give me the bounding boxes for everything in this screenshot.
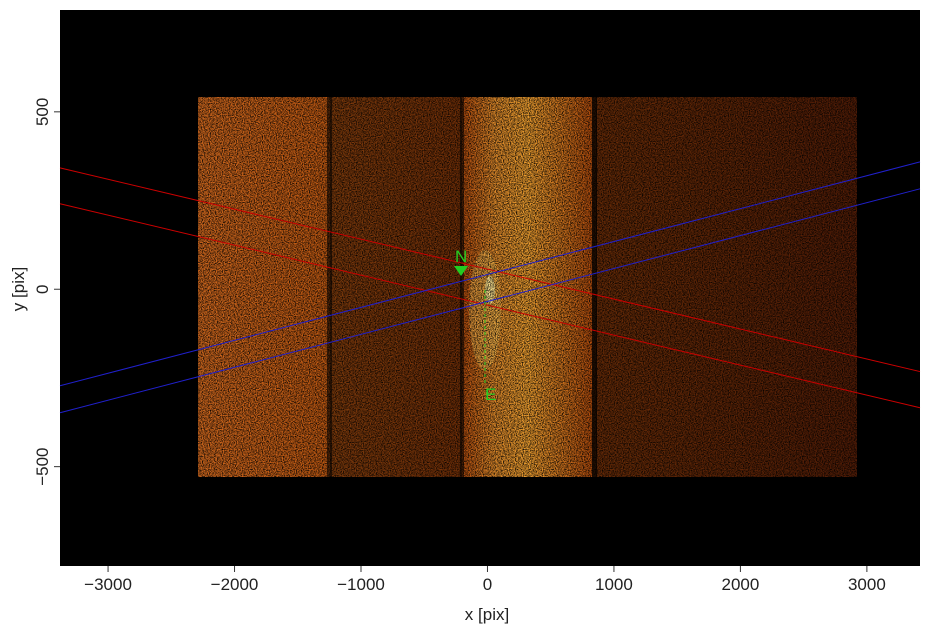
y-tick-label: 500	[33, 98, 52, 126]
north-label: N	[455, 247, 467, 266]
x-tick-label: −3000	[84, 575, 132, 594]
y-tick-label: −500	[33, 448, 52, 486]
x-tick-label: −2000	[211, 575, 259, 594]
y-axis-label: y [pix]	[9, 267, 28, 311]
x-axis-label: x [pix]	[465, 605, 509, 624]
x-tick-label: −1000	[337, 575, 385, 594]
x-tick-label: 3000	[848, 575, 886, 594]
overlay-line	[59, 203, 921, 409]
east-label: E	[485, 385, 496, 404]
y-tick-label: 0	[33, 285, 52, 294]
x-tick-label: 2000	[721, 575, 759, 594]
overlay-line	[59, 161, 921, 387]
detector-image	[198, 97, 857, 477]
overlay-line	[59, 167, 921, 373]
x-tick-label: 1000	[595, 575, 633, 594]
compass: N E	[454, 247, 496, 404]
overlay-line	[59, 188, 921, 414]
x-tick-label: 0	[483, 575, 492, 594]
